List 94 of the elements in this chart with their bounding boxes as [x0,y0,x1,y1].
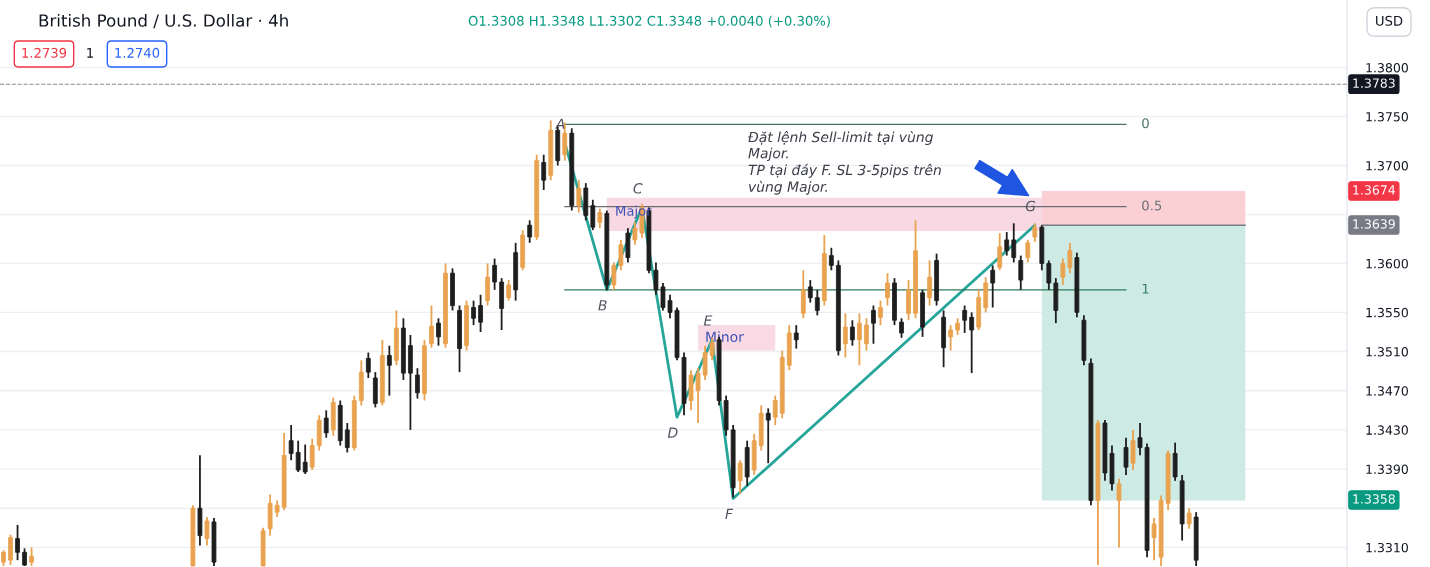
candlestick [478,293,483,333]
candlestick [344,422,350,454]
candlestick [1032,222,1038,243]
candlestick [1067,241,1073,275]
candlestick [15,523,20,562]
y-tick-label: 1.3310 [1366,542,1408,553]
candlestick [590,198,596,232]
candlestick [309,437,315,471]
ref-line-label: 1.3783 [1353,78,1395,88]
y-tick-label: 1.3550 [1366,307,1408,318]
y-tick-label: 1.3470 [1366,386,1408,396]
candlestick [204,516,210,547]
y-tick-label: 1.3430 [1366,425,1408,435]
candlestick [485,262,490,307]
candlestick [969,311,975,375]
candlestick [843,312,848,359]
candlestick [492,257,497,291]
y-axis-title: USD [1376,15,1403,26]
y-tick-label: 1.3390 [1366,464,1408,474]
candlestick [800,269,806,320]
candlestick [927,259,932,307]
y-tick-label: 1.3600 [1366,258,1408,269]
text: 1.3358 [1353,494,1395,504]
candlestick [878,299,883,327]
candlestick [471,299,476,327]
candlestick [365,351,371,379]
annotation: Đặt lệnh Sell-limit tại vùng Major. TP tại đáy F. SL 3-5pips trên vùng Major. [748,131,941,195]
text: British Pound / U.S. Dollar · 4h [39,13,288,29]
candlestick [611,261,617,291]
candlestick [541,153,547,191]
series-label: 0.5 [1142,200,1162,211]
candlestick [295,439,301,473]
candlestick [1011,222,1017,264]
data-label: E [703,315,713,326]
candlestick [1186,507,1192,530]
candlestick [429,304,434,349]
candlestick [288,424,294,462]
candlestick [807,279,813,304]
data-label: B [598,300,607,311]
candlestick [415,367,420,400]
series-label: 1 [1142,283,1149,294]
candlestick [1046,259,1052,291]
annotation: 1 [87,48,93,58]
candlestick [737,459,743,495]
candlestick [1060,257,1066,286]
candlestick [765,407,771,465]
candlestick [618,239,624,272]
candlestick [814,288,820,317]
candlestick [506,279,512,302]
candlestick [302,443,308,475]
data-label: A [555,118,565,129]
candlestick [899,317,904,339]
annotation: Minor [706,331,744,343]
candlestick [948,324,953,352]
text: 1.3674 [1353,185,1396,195]
candlestick [29,546,34,567]
y-tick-label: 1.3800 [1366,63,1408,73]
candlestick [323,409,329,439]
candlestick [1116,477,1122,549]
candlestick [1025,239,1031,264]
candlestick [850,319,855,347]
annotation: 1.2739 [22,47,67,58]
candlestick [436,317,441,347]
candlestick [962,304,968,334]
text: 1.3639 [1353,219,1395,229]
candlestick [793,324,799,350]
annotation: 1.2740 [115,47,160,58]
candlestick [997,232,1003,272]
candlestick [1018,254,1024,291]
text: O1.3308 H1.3348 L1.3302 C1.3348 +0.0040 (+0.30%) [468,15,830,28]
candlestick [906,279,911,322]
data-label: D [667,427,678,438]
data-label: F [725,508,734,519]
candlestick [857,312,862,367]
candlestick [1172,441,1178,482]
y-tick-label: 1.3750 [1366,112,1408,122]
candlestick [871,304,876,345]
candlestick [885,272,890,307]
candlestick [597,207,603,230]
candlestick [527,219,533,244]
y-tick-label: 1.3700 [1366,160,1408,171]
candlestick [1123,436,1129,476]
candlestick [1130,428,1136,471]
candlestick [386,344,392,397]
candlestick [772,394,778,426]
candlestick [576,179,582,214]
data-label: C [633,183,643,194]
candlestick [8,533,13,566]
candlestick [990,264,996,309]
candlestick [1004,231,1010,257]
y-tick-label: 1.3510 [1366,347,1408,357]
candlestick [828,246,834,272]
candlestick [864,317,869,352]
series-label: 0 [1142,118,1149,129]
